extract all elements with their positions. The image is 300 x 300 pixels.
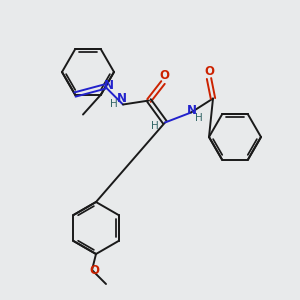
Text: N: N: [117, 92, 127, 105]
Text: H: H: [151, 121, 159, 130]
Text: H: H: [110, 98, 118, 109]
Text: N: N: [187, 104, 197, 117]
Text: O: O: [159, 69, 169, 82]
Text: H: H: [195, 112, 203, 122]
Text: N: N: [104, 79, 114, 92]
Text: O: O: [204, 65, 214, 78]
Text: O: O: [89, 265, 99, 278]
